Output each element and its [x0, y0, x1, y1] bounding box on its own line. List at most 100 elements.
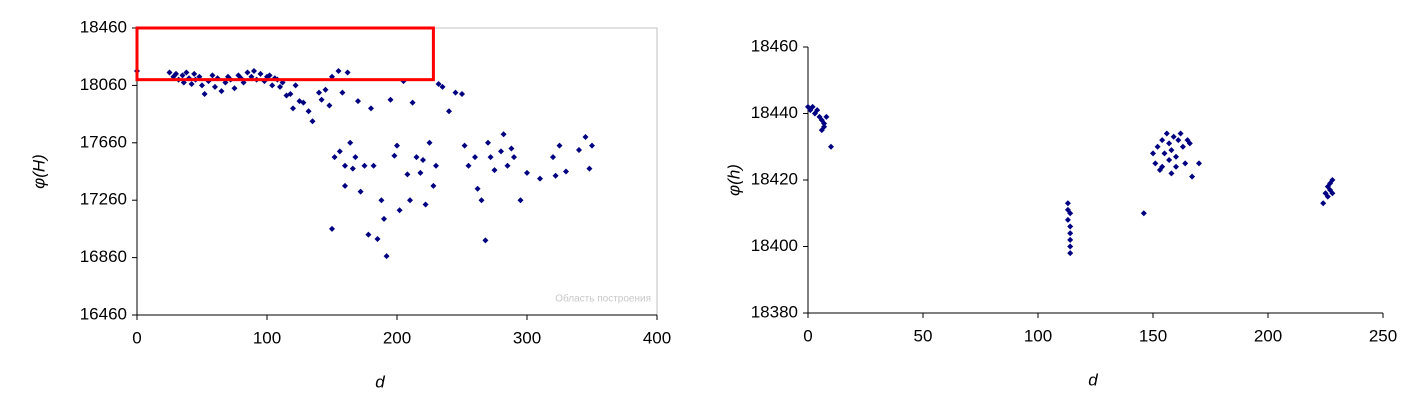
point: [342, 162, 348, 169]
point: [511, 154, 517, 161]
y-tick-label: 18460: [751, 36, 798, 55]
point: [818, 127, 825, 134]
point: [1163, 130, 1170, 137]
point: [378, 197, 385, 204]
point: [485, 139, 491, 146]
point: [396, 207, 403, 214]
point: [347, 139, 354, 146]
point: [433, 162, 439, 169]
point: [349, 165, 356, 172]
point: [352, 154, 359, 161]
point: [173, 70, 179, 77]
point: [452, 89, 459, 96]
point: [316, 89, 322, 96]
point: [1154, 143, 1161, 150]
point: [1182, 160, 1189, 167]
point: [1140, 210, 1147, 217]
point: [1175, 137, 1182, 144]
point: [1064, 200, 1071, 207]
y-tick-label: 18400: [751, 236, 798, 255]
point: [459, 91, 465, 98]
point: [821, 120, 828, 127]
y-tick-label: 18420: [751, 169, 798, 188]
point: [404, 171, 411, 178]
point: [550, 154, 556, 161]
point: [809, 103, 816, 110]
point: [277, 83, 283, 90]
x-tick-label: 250: [1369, 326, 1397, 345]
point: [828, 143, 834, 150]
point: [508, 145, 515, 152]
x-tick-label: 0: [803, 326, 812, 345]
point: [552, 172, 559, 179]
x-tick-label: 50: [914, 326, 933, 345]
point: [1324, 193, 1331, 200]
point: [1064, 216, 1071, 223]
plot-area-label: Область построения: [555, 293, 651, 305]
point: [1170, 133, 1177, 140]
point: [430, 182, 437, 189]
point: [524, 169, 530, 176]
point: [1186, 140, 1193, 147]
point: [335, 68, 342, 75]
point: [383, 253, 390, 260]
point: [357, 188, 364, 195]
point: [498, 148, 504, 155]
point: [487, 154, 494, 161]
point: [361, 162, 368, 169]
x-tick-label: 300: [513, 328, 541, 347]
point: [1067, 243, 1074, 250]
point: [482, 237, 489, 244]
point: [309, 118, 316, 125]
y-tick-label: 16860: [80, 247, 127, 266]
point: [322, 86, 329, 93]
point: [212, 83, 218, 90]
point: [1067, 223, 1074, 230]
point: [407, 197, 413, 204]
point: [329, 225, 335, 232]
y-tick-label: 18060: [80, 75, 127, 94]
point: [300, 99, 307, 106]
point: [1329, 190, 1336, 197]
point: [251, 68, 257, 75]
point: [422, 201, 429, 208]
plot-area: [136, 27, 658, 316]
point: [1179, 143, 1186, 150]
point: [472, 154, 478, 161]
point: [1166, 140, 1173, 147]
point: [381, 215, 387, 222]
point: [244, 69, 251, 76]
x-tick-label: 200: [1254, 326, 1282, 345]
x-tick-label: 400: [643, 328, 671, 347]
y-tick-label: 18380: [751, 302, 798, 321]
point: [517, 197, 524, 204]
point: [344, 69, 351, 76]
x-tick-label: 0: [132, 328, 141, 347]
point: [331, 154, 338, 161]
point: [201, 91, 208, 98]
point: [1329, 177, 1336, 183]
point: [1150, 150, 1156, 157]
point: [1159, 163, 1166, 170]
y-axis-label: φ(H): [29, 154, 48, 189]
point: [342, 182, 348, 189]
point: [1168, 170, 1175, 177]
highlight-box: [135, 26, 435, 82]
point: [435, 80, 442, 87]
point: [292, 82, 299, 89]
point: [231, 85, 238, 92]
point: [500, 131, 507, 138]
point: [491, 167, 498, 174]
point: [439, 83, 446, 90]
point: [474, 185, 481, 192]
point: [814, 107, 821, 114]
point: [1159, 137, 1166, 144]
point: [355, 98, 361, 105]
point: [188, 80, 195, 87]
point: [370, 162, 377, 169]
point: [586, 165, 593, 172]
point: [537, 175, 543, 182]
point: [823, 113, 830, 120]
point: [1168, 147, 1175, 154]
